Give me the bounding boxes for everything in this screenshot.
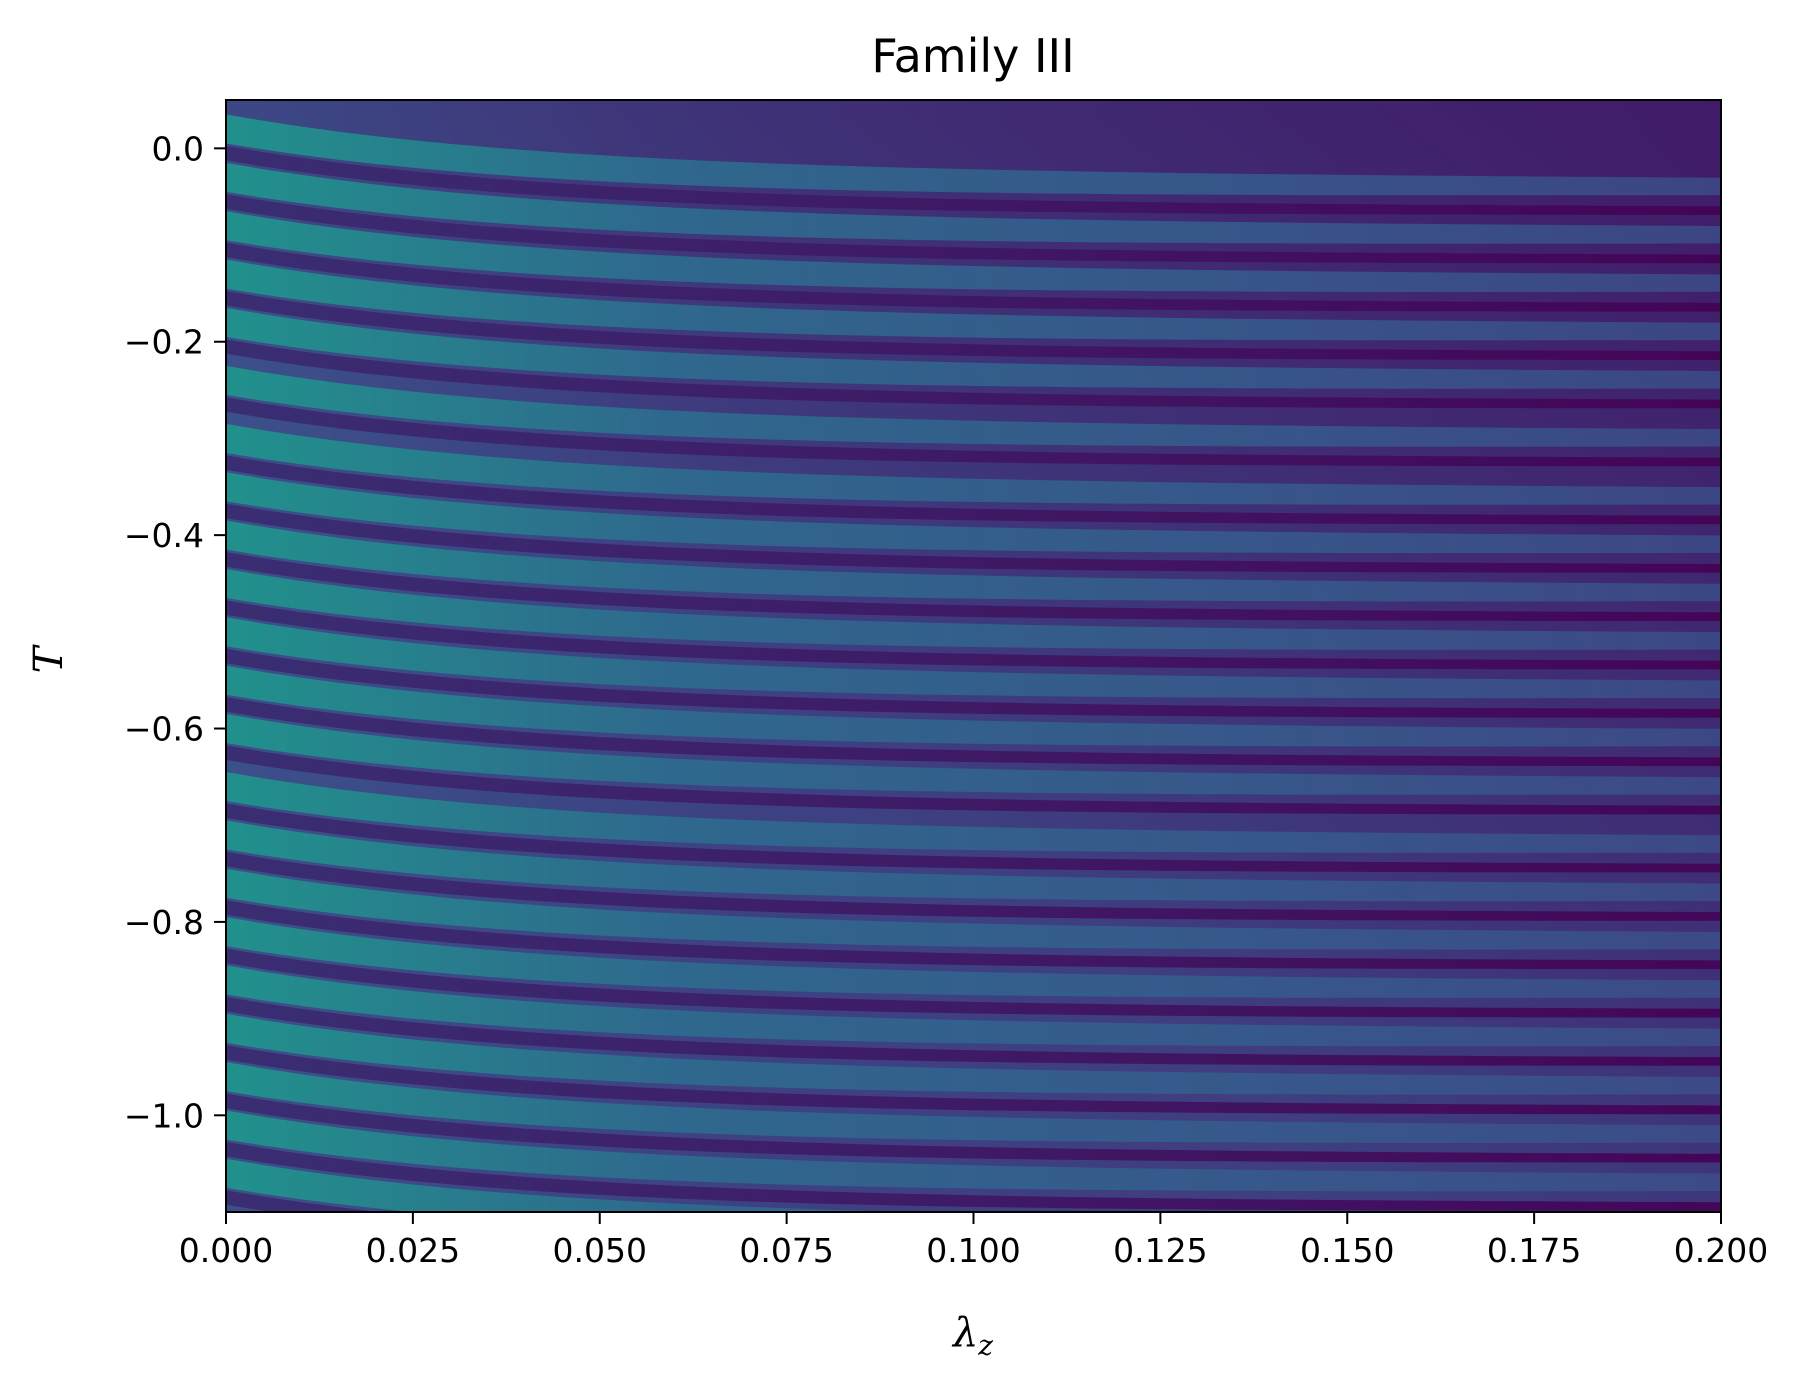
heatmap-dark-band xyxy=(226,996,1721,1066)
heatmap-bright-band xyxy=(226,820,1721,902)
heatmap-dark-band xyxy=(226,194,1721,264)
heatmap-dark-band xyxy=(226,455,1721,525)
heatmap-dark-band xyxy=(226,503,1721,573)
heatmap-bright-band xyxy=(226,211,1721,292)
heatmap-bright-band xyxy=(226,917,1721,998)
x-tick-label: 0.175 xyxy=(1487,1231,1581,1270)
y-tick-label: −0.6 xyxy=(124,710,204,749)
heatmap-bright-band xyxy=(226,665,1721,747)
x-tick-label: 0.075 xyxy=(739,1231,833,1270)
heatmap-bright-band xyxy=(226,114,1721,196)
heatmap-bright-band xyxy=(226,714,1721,795)
heatmap-dark-band xyxy=(226,1190,380,1212)
heatmap-bright-band xyxy=(226,868,1721,950)
y-tick-label: 0.0 xyxy=(152,129,204,168)
heatmap-dark-band xyxy=(226,397,1721,467)
heatmap-dark-band xyxy=(226,600,1721,670)
heatmap-bright-band xyxy=(226,365,1721,447)
heatmap-dark-band xyxy=(226,1093,1721,1163)
x-tick-label: 0.050 xyxy=(553,1231,647,1270)
x-tick-label: 0.200 xyxy=(1674,1231,1768,1270)
heatmap-dark-band xyxy=(226,900,1721,970)
heatmap-bright-band xyxy=(226,965,1721,1047)
heatmap-dark-band xyxy=(226,948,1721,1018)
heatmap-dark-band xyxy=(226,851,1721,921)
heatmap-bright-band xyxy=(226,259,1721,341)
y-tick-label: −0.2 xyxy=(124,323,204,362)
heatmap-dark-band xyxy=(226,648,1721,718)
heatmap-bright-band xyxy=(226,1013,1721,1095)
x-tick-label: 0.150 xyxy=(1300,1231,1394,1270)
chart-title: Family III xyxy=(871,29,1074,83)
x-tick-label: 0.100 xyxy=(926,1231,1020,1270)
y-tick-label: −0.4 xyxy=(124,516,204,555)
heatmap-bright-band xyxy=(226,472,1721,554)
heatmap-bright-band xyxy=(226,617,1721,699)
heatmap-bright-band xyxy=(226,423,1721,505)
heatmap-bright-band xyxy=(226,1062,1721,1143)
x-tick-label: 0.025 xyxy=(366,1231,460,1270)
heatmap-bright-band xyxy=(226,520,1721,602)
y-tick-label: −0.8 xyxy=(124,903,204,942)
y-axis-label: T xyxy=(26,643,72,673)
heatmap-bright-band xyxy=(226,1158,908,1212)
heatmap-dark-band xyxy=(226,803,1721,873)
heatmap-bright-band xyxy=(226,569,1721,650)
heatmap-image xyxy=(226,100,1721,1212)
heatmap-bright-band xyxy=(226,1110,1721,1192)
heatmap-dark-band xyxy=(226,339,1721,409)
heatmap-dark-band xyxy=(226,291,1721,360)
heatmap-bright-band xyxy=(226,162,1721,244)
y-tick-label: −1.0 xyxy=(124,1096,204,1135)
x-axis: 0.000 0.025 0.050 0.075 0.100 0.125 0.150 0.175… xyxy=(179,1212,1768,1270)
x-tick-label: 0.000 xyxy=(179,1231,273,1270)
y-axis: 0.0 −0.2 −0.4 −0.6 −0.8 −1.0 xyxy=(124,129,226,1135)
heatmap-dark-band xyxy=(226,145,1721,215)
heatmap-bright-band xyxy=(226,772,1721,853)
heatmap-dark-band xyxy=(226,1045,1721,1115)
heatmap-dark-band xyxy=(226,745,1721,815)
heatmap-dark-band xyxy=(226,697,1721,767)
heatmap-bright-band xyxy=(226,307,1721,389)
heatmap-dark-band xyxy=(226,1141,1721,1211)
heatmap-dark-band xyxy=(226,242,1721,312)
x-axis-label: λz xyxy=(951,1310,993,1362)
heatmap-dark-band xyxy=(226,552,1721,621)
x-tick-label: 0.125 xyxy=(1113,1231,1207,1270)
